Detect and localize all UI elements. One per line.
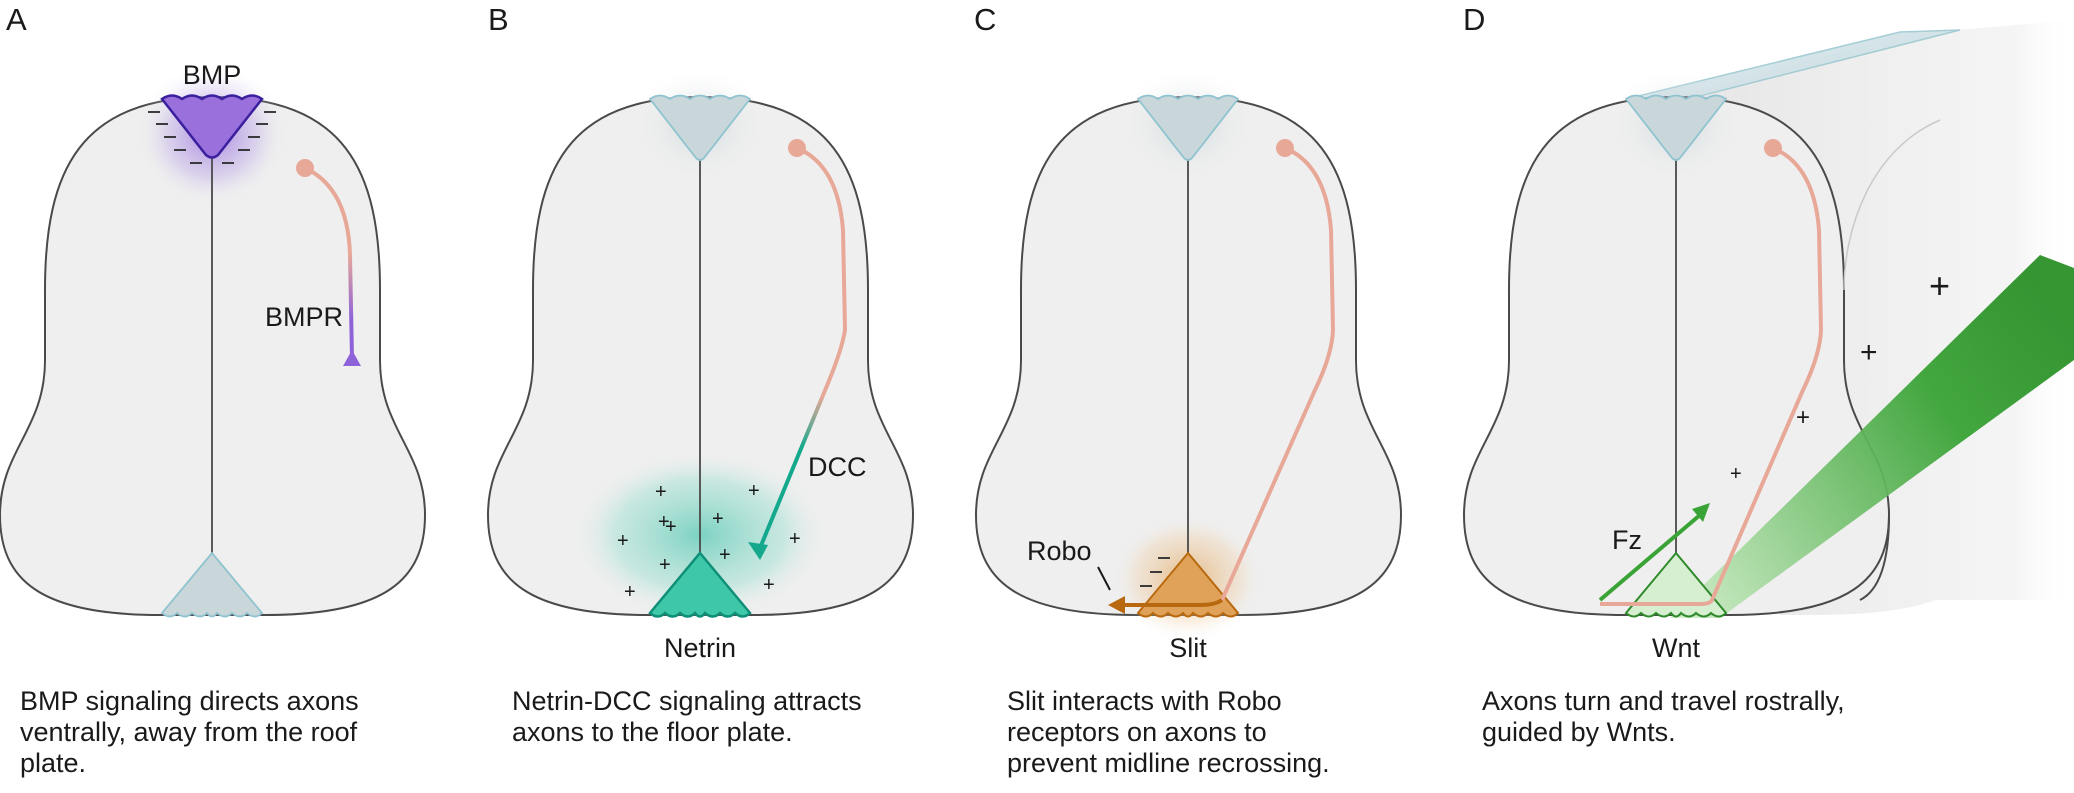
bmp-charges <box>148 111 276 164</box>
panel-d-letter: D <box>1463 2 1486 37</box>
robo-axon <box>1118 598 1224 607</box>
caption-line: plate. <box>20 748 87 778</box>
growth-cone <box>748 542 768 560</box>
panel-b-letter: B <box>488 2 509 37</box>
caption-line: receptors on axons to <box>1007 717 1267 747</box>
svg-text:+: + <box>624 581 636 603</box>
panel-a-molecule-label: BMP <box>183 60 242 90</box>
caption-line: BMP signaling directs axons <box>20 686 359 716</box>
neuron-soma <box>788 139 806 157</box>
panel-d-caption: Axons turn and travel rostrally, guided … <box>1482 686 1845 748</box>
panel-b-molecule-label: Netrin <box>664 633 736 663</box>
panel-c-receptor-label: Robo <box>1027 536 1092 566</box>
floor-plate-slit <box>1136 551 1240 618</box>
wnt-gradient-band <box>1670 255 2074 618</box>
neuron-soma <box>296 159 314 177</box>
growth-cone <box>1108 596 1125 614</box>
floor-plate-wnt <box>1624 551 1728 618</box>
svg-text:+: + <box>1730 463 1742 485</box>
floor-plate-netrin <box>648 551 752 618</box>
tube-extension-edge <box>1859 514 1890 601</box>
roof-plate <box>1624 94 1728 161</box>
svg-text:+: + <box>1929 265 1950 306</box>
panel-c-letter: C <box>974 2 997 37</box>
caption-line: Axons turn and travel rostrally, <box>1482 686 1845 716</box>
slit-charges <box>1140 557 1170 587</box>
svg-text:+: + <box>617 530 629 552</box>
panel-a-caption: BMP signaling directs axons ventrally, a… <box>20 686 359 779</box>
panel-d-molecule-label: Wnt <box>1652 633 1701 663</box>
roof-plate-bmp <box>160 94 264 159</box>
svg-text:+: + <box>1796 404 1810 431</box>
panel-d-diagram: + + + + <box>1462 20 2074 618</box>
panel-c-diagram <box>974 70 1403 640</box>
svg-text:+: + <box>789 528 801 550</box>
growth-cone <box>1692 503 1710 522</box>
growth-cone <box>343 350 361 366</box>
wnt-charges: + + + + <box>1730 265 1950 485</box>
svg-text:+: + <box>1860 336 1878 369</box>
caption-line: ventrally, away from the roof <box>20 717 358 747</box>
svg-text:+: + <box>655 481 667 503</box>
caption-line: guided by Wnts. <box>1482 717 1676 747</box>
commissural-axon <box>1600 146 1824 606</box>
commissural-axon <box>1220 146 1336 601</box>
roof-plate <box>648 94 752 161</box>
panel-a-diagram <box>0 65 427 618</box>
neuron-soma <box>1276 139 1294 157</box>
panel-b-diagram: +++ +++ +++ ++ <box>486 70 915 620</box>
neuron-soma <box>1764 139 1782 157</box>
svg-text:+: + <box>712 508 724 530</box>
panel-c-caption: Slit interacts with Robo receptors on ax… <box>1007 686 1330 779</box>
svg-text:+: + <box>659 554 671 576</box>
svg-text:+: + <box>658 511 670 533</box>
panel-d-receptor-label: Fz <box>1612 525 1642 555</box>
floor-plate <box>160 551 264 618</box>
svg-text:+: + <box>748 480 760 502</box>
caption-line: Netrin-DCC signaling attracts <box>512 686 862 716</box>
panel-c-molecule-label: Slit <box>1169 633 1207 663</box>
panel-a-receptor-label: BMPR <box>265 302 343 332</box>
fz-axon <box>1598 513 1702 602</box>
caption-line: axons to the floor plate. <box>512 717 793 747</box>
commissural-axon <box>304 166 354 359</box>
roof-plate <box>1136 94 1240 161</box>
panel-b-receptor-label: DCC <box>808 452 867 482</box>
outer-edge-far <box>1843 119 1941 291</box>
commissural-axon <box>758 146 848 549</box>
svg-text:+: + <box>719 544 731 566</box>
caption-line: prevent midline recrossing. <box>1007 748 1330 778</box>
panel-b-caption: Netrin-DCC signaling attracts axons to t… <box>512 686 862 748</box>
svg-text:+: + <box>665 516 677 538</box>
caption-line: Slit interacts with Robo <box>1007 686 1282 716</box>
netrin-charges: +++ +++ +++ ++ <box>617 480 801 603</box>
panel-a-letter: A <box>6 2 27 37</box>
robo-leader-line <box>1097 566 1111 591</box>
svg-text:+: + <box>763 574 775 596</box>
